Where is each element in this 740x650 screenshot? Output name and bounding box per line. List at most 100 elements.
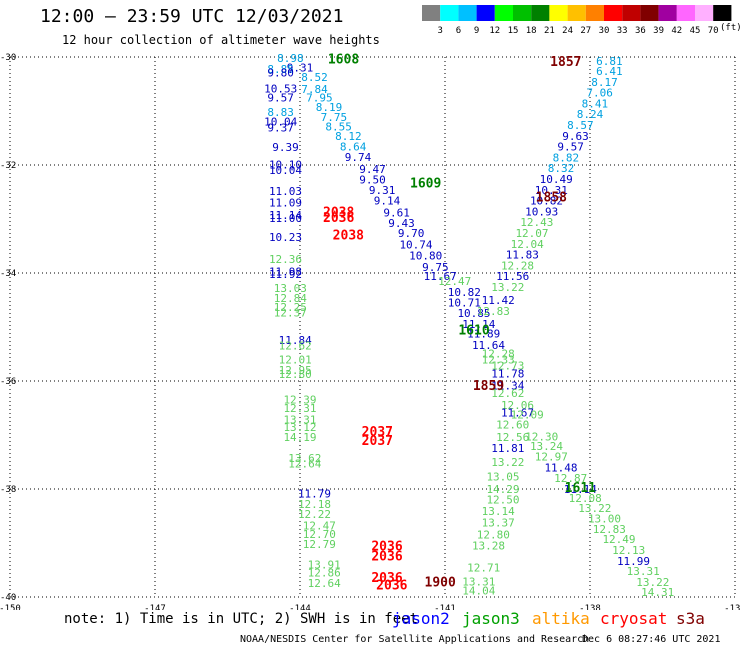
footnote-note: note: 1) Time is in UTC; 2) SWH is in fe…	[64, 611, 419, 627]
track-time-label: 2036	[371, 571, 402, 586]
wave-height-value: 12.64	[308, 577, 341, 590]
wave-height-value: 12.31	[283, 402, 316, 415]
wave-height-value: 12.80	[477, 528, 510, 541]
wave-height-value: 12.39	[283, 393, 316, 406]
wave-height-value: 12.13	[612, 544, 645, 557]
wave-height-value: 9.43	[388, 217, 415, 230]
wave-height-value: 8.17	[591, 76, 618, 89]
color-scale-swatch	[531, 5, 550, 21]
wave-height-map: -150 -147 -144 -141 -138 -135 -30 -32 -34 -36 -38 -…	[0, 52, 740, 610]
wave-height-value: 7.84	[301, 83, 328, 96]
color-scale-label: 18	[526, 26, 537, 36]
color-scale-label: 12	[489, 26, 500, 36]
satellite-legend-s3a: s3a	[676, 609, 705, 628]
track-time-label: 2037	[362, 434, 393, 449]
x-tick-label: -141	[434, 604, 456, 610]
wave-height-value: 8.85	[267, 63, 294, 76]
wave-height-value: 12.84	[274, 292, 307, 305]
wave-height-value: 9.14	[374, 195, 401, 208]
wave-height-value: 8.83	[267, 106, 294, 119]
wave-height-value: 12.71	[467, 561, 500, 574]
wave-height-value: 12.97	[535, 451, 568, 464]
color-scale-label: 21	[544, 26, 555, 36]
track-time-label: 1608	[328, 53, 359, 68]
wave-height-value: 11.78	[491, 367, 524, 380]
wave-height-value: 11.98	[269, 265, 302, 278]
wave-height-value: 10.04	[264, 115, 297, 128]
wave-height-value: 6.41	[596, 65, 623, 78]
color-scale-swatch	[422, 5, 441, 21]
track-time-label: 2036	[323, 211, 354, 226]
color-scale-label: 9	[474, 26, 479, 36]
track-time-label: 1609	[410, 176, 441, 191]
wave-height-value: 11.14	[269, 209, 302, 222]
wave-height-value: 12.07	[515, 227, 548, 240]
track-time-label: 2037	[362, 425, 393, 440]
wave-height-value: 12.62	[491, 387, 524, 400]
wave-height-value: 10.49	[540, 173, 573, 186]
color-scale-label: 36	[635, 26, 646, 36]
wave-height-value: 12.79	[303, 538, 336, 551]
color-scale-label: 30	[599, 26, 610, 36]
wave-height-value: 11.14	[564, 483, 597, 496]
color-scale-swatch	[676, 5, 695, 21]
x-tick-label: -147	[144, 604, 166, 610]
wave-height-value: 11.03	[269, 185, 302, 198]
wave-height-value: 12.86	[308, 567, 341, 580]
wave-height-value: 7.95	[306, 92, 333, 105]
satellite-legend-altika: altika	[532, 609, 590, 628]
wave-height-value: 6.81	[596, 55, 623, 68]
wave-height-value: 10.31	[535, 184, 568, 197]
color-scale-bar: 3 6 9 12 15 18 21 24 27 30 33 36 39 42 45 70	[422, 5, 732, 36]
color-scale-swatch	[622, 5, 641, 21]
wave-height-value: 12.73	[491, 359, 524, 372]
track-time-label: 1857	[550, 55, 581, 70]
wave-height-value: 11.67	[424, 270, 457, 283]
color-scale-swatch	[658, 5, 677, 21]
color-scale-swatch	[695, 5, 714, 21]
wave-height-value: 12.33	[482, 353, 515, 366]
track-time-label: 2038	[333, 229, 364, 244]
wave-height-value: 12.30	[525, 431, 558, 444]
wave-height-value: 11.00	[269, 212, 302, 225]
color-scale-swatch	[567, 5, 586, 21]
wave-height-value: 10.80	[409, 250, 442, 263]
color-scale-swatch	[440, 5, 459, 21]
wave-height-value: 12.83	[593, 523, 626, 536]
wave-height-value: 9.63	[562, 130, 589, 143]
wave-height-value: 12.47	[438, 275, 471, 288]
color-scale-unit: (ft)	[720, 23, 740, 33]
color-scale-label: 15	[508, 26, 519, 36]
color-scale-swatch	[549, 5, 568, 21]
wave-height-value: 13.14	[482, 505, 515, 518]
wave-height-value: 10.82	[448, 286, 481, 299]
wave-height-value: 9.37	[267, 122, 294, 135]
wave-height-value: 13.31	[627, 565, 660, 578]
color-scale-label: 45	[690, 26, 701, 36]
page-subtitle: 12 hour collection of altimeter wave hei…	[62, 33, 380, 47]
wave-height-value: 13.05	[486, 471, 519, 484]
wave-height-value: 12.37	[274, 306, 307, 319]
wave-height-value: 13.24	[530, 440, 563, 453]
wave-height-value: 8.82	[553, 151, 580, 164]
wave-height-value: 13.31	[462, 575, 495, 588]
wave-height-value: 12.60	[496, 419, 529, 432]
wave-height-value: 11.09	[269, 196, 302, 209]
wave-height-value: 7.06	[586, 87, 613, 100]
wave-height-value: 11.99	[617, 555, 650, 568]
wave-height-value: 11.42	[482, 294, 515, 307]
wave-height-value: 13.22	[491, 456, 524, 469]
wave-height-value: 9.57	[557, 141, 584, 154]
x-tick-label: -144	[289, 604, 311, 610]
color-scale-label: 42	[671, 26, 682, 36]
color-scale-label: 27	[580, 26, 591, 36]
wave-height-value: 13.22	[491, 281, 524, 294]
y-tick-label: -38	[0, 485, 16, 495]
wave-height-value: 12.06	[501, 399, 534, 412]
wave-height-value: 8.32	[548, 162, 575, 175]
color-scale-label: 70	[708, 26, 719, 36]
wave-height-value: 11.64	[472, 339, 505, 352]
wave-height-value: 11.56	[496, 270, 529, 283]
wave-height-value: 12.22	[298, 508, 331, 521]
wave-height-value: 8.55	[325, 121, 352, 134]
